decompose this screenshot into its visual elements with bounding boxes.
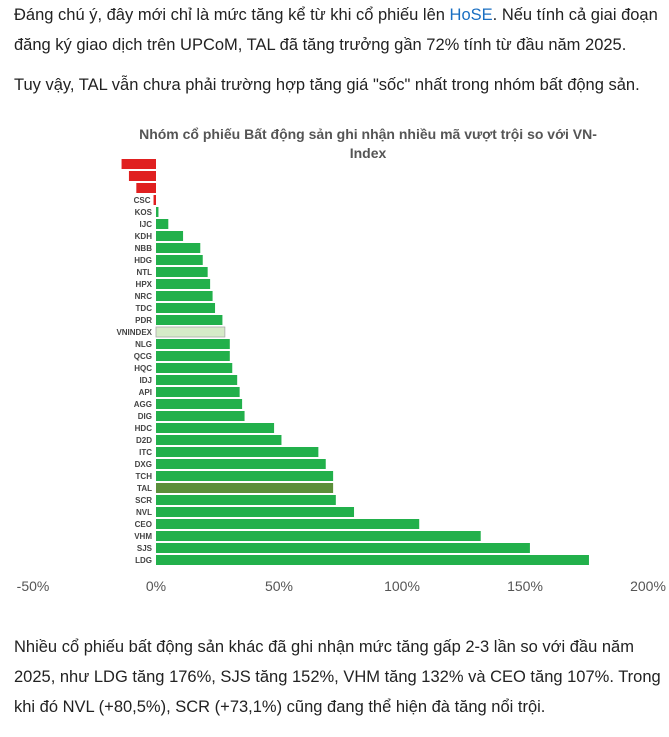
category-label-ldg: LDG: [135, 556, 152, 565]
x-tick-label: 100%: [384, 578, 420, 594]
x-tick-label: 50%: [265, 578, 293, 594]
chart-x-axis: -50% 0% 50% 100% 150% 200%: [17, 578, 666, 594]
bar-sjs: [156, 543, 530, 553]
chart-bars: CSC KOS IJC KDH NBB HDG NTL HPX NRC TDC PDR VNINDEX…: [116, 159, 589, 565]
bar-kos: [156, 207, 159, 217]
paragraph-intro-text-after: . Nếu tính cả giai đoạn đăng ký giao dịc…: [14, 6, 658, 54]
bar-ceo: [156, 519, 420, 529]
bar-agg: [156, 399, 243, 409]
category-label-kdh: KDH: [135, 232, 153, 241]
bar-unlabeled-1: [128, 171, 156, 181]
paragraph-intro-text-before: Đáng chú ý, đây mới chỉ là mức tăng kể t…: [14, 6, 450, 24]
bar-csc: [153, 195, 156, 205]
category-label-hpx: HPX: [136, 280, 153, 289]
bar-api: [156, 387, 240, 397]
bar-vnindex: [155, 326, 226, 338]
bar-hqc: [156, 363, 233, 373]
chart-title-line-2: Index: [350, 145, 387, 161]
bar-tdc: [156, 303, 216, 313]
category-label-nbb: NBB: [135, 244, 153, 253]
category-label-hdc: HDC: [135, 424, 153, 433]
bar-vhm: [156, 531, 481, 541]
category-label-dig: DIG: [138, 412, 152, 421]
category-label-vnindex: VNINDEX: [116, 328, 152, 337]
bar-tch: [156, 471, 334, 481]
category-label-itc: ITC: [139, 448, 152, 457]
category-label-d2d: D2D: [136, 436, 152, 445]
x-tick-label: 0%: [146, 578, 166, 594]
category-label-ijc: IJC: [140, 220, 153, 229]
category-label-agg: AGG: [134, 400, 152, 409]
bar-hdg: [156, 255, 203, 265]
category-label-tch: TCH: [136, 472, 153, 481]
bar-unlabeled-0: [121, 159, 156, 169]
category-label-ceo: CEO: [135, 520, 152, 529]
bar-ntl: [156, 267, 208, 277]
category-label-hdg: HDG: [134, 256, 152, 265]
bar-nlg: [156, 339, 230, 349]
category-label-tdc: TDC: [136, 304, 153, 313]
bar-qcg: [156, 351, 230, 361]
category-label-pdr: PDR: [135, 316, 152, 325]
category-label-ntl: NTL: [136, 268, 152, 277]
x-tick-label: -50%: [17, 578, 50, 594]
category-label-vhm: VHM: [134, 532, 152, 541]
bar-d2d: [156, 435, 282, 445]
bar-dig: [156, 411, 245, 421]
bar-kdh: [156, 231, 184, 241]
bar-pdr: [156, 315, 223, 325]
category-label-kos: KOS: [135, 208, 153, 217]
category-label-nlg: NLG: [135, 340, 152, 349]
chart-title-line-1: Nhóm cổ phiếu Bất động sản ghi nhận nhiề…: [139, 126, 597, 142]
category-label-qcg: QCG: [134, 352, 152, 361]
bar-hdc: [156, 423, 275, 433]
paragraph-intro: Đáng chú ý, đây mới chỉ là mức tăng kể t…: [14, 0, 662, 60]
category-label-hqc: HQC: [134, 364, 152, 373]
category-label-dxg: DXG: [135, 460, 152, 469]
x-tick-label: 150%: [507, 578, 543, 594]
category-label-tal: TAL: [137, 484, 152, 493]
bar-hpx: [156, 279, 211, 289]
category-label-csc: CSC: [134, 196, 151, 205]
category-label-api: API: [139, 388, 152, 397]
bar-tal: [156, 483, 334, 493]
x-tick-label: 200%: [630, 578, 666, 594]
paragraph-other-stocks: Nhiều cổ phiếu bất động sản khác đã ghi …: [14, 638, 661, 716]
category-label-nvl: NVL: [136, 508, 152, 517]
category-label-idj: IDJ: [140, 376, 152, 385]
category-label-scr: SCR: [135, 496, 152, 505]
bar-ldg: [156, 555, 589, 565]
bar-nrc: [156, 291, 213, 301]
bar-scr: [156, 495, 336, 505]
paragraph-tal-comparison: Tuy vậy, TAL vẫn chưa phải trường hợp tă…: [14, 76, 640, 94]
bar-idj: [156, 375, 238, 385]
bar-itc: [156, 447, 319, 457]
bar-unlabeled-2: [136, 183, 156, 193]
hose-link[interactable]: HoSE: [449, 6, 493, 24]
category-label-sjs: SJS: [137, 544, 153, 553]
bar-ijc: [156, 219, 169, 229]
bar-nbb: [156, 243, 201, 253]
bar-dxg: [156, 459, 326, 469]
bar-nvl: [156, 507, 355, 517]
category-label-nrc: NRC: [135, 292, 153, 301]
real-estate-stocks-chart: Nhóm cổ phiếu Bất động sản ghi nhận nhiề…: [17, 126, 666, 594]
